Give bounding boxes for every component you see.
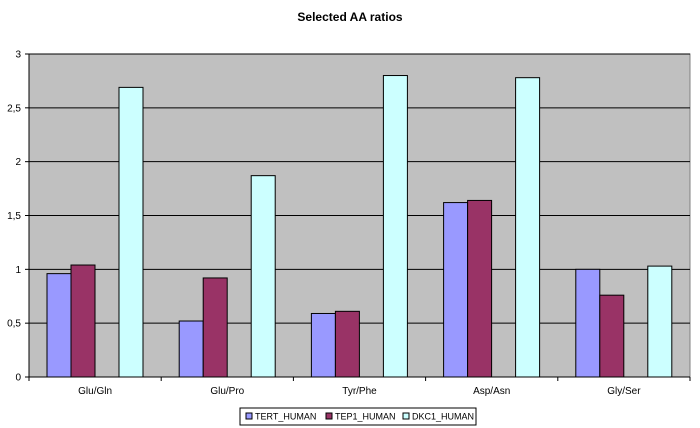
x-tick-label: Glu/Gln (78, 386, 112, 397)
bar-dkc1-human (515, 77, 541, 378)
y-tick-label: 0 (15, 373, 21, 384)
x-axis: Glu/Gln Glu/Pro Tyr/Phe Asp/Asn Gly/Ser (28, 376, 691, 397)
bar-dkc1-human (382, 75, 408, 378)
bar-dkc1-human (647, 265, 673, 378)
x-tick-label: Glu/Pro (210, 386, 244, 397)
y-tick-label: 0,5 (7, 319, 21, 330)
bar-tep1-human (202, 277, 228, 378)
y-tick-label: 2,5 (7, 103, 21, 114)
bar-dkc1-human (118, 86, 144, 378)
y-tick-label: 1,5 (7, 211, 21, 222)
bar-tep1-human (70, 264, 96, 378)
y-tick-label: 2 (15, 157, 21, 168)
y-axis: 0 0,5 1 1,5 2 2,5 3 (7, 50, 30, 384)
bar-dkc1-human (250, 175, 276, 378)
bar-tert-human (443, 202, 469, 378)
legend-label-tert-human: TERT_HUMAN (255, 412, 316, 422)
bar-tert-human (178, 320, 204, 378)
bar-tep1-human (334, 310, 360, 378)
legend-swatch-tep1-human (325, 412, 333, 420)
legend: TERT_HUMAN TEP1_HUMAN DKC1_HUMAN (239, 407, 477, 426)
legend-label-dkc1-human: DKC1_HUMAN (412, 412, 474, 422)
bar-tep1-human (467, 199, 493, 378)
legend-swatch-dkc1-human (402, 412, 410, 420)
x-tick-label: Tyr/Phe (342, 386, 377, 397)
bar-tep1-human (599, 294, 625, 378)
bars-group (46, 75, 673, 378)
legend-swatch-tert-human (245, 412, 253, 420)
bar-tert-human (46, 273, 72, 378)
y-tick-label: 1 (15, 265, 21, 276)
x-tick-label: Gly/Ser (607, 386, 641, 397)
x-tick-label: Asp/Asn (473, 386, 510, 397)
legend-box (239, 407, 477, 426)
legend-label-tep1-human: TEP1_HUMAN (335, 412, 396, 422)
y-tick-label: 3 (15, 50, 21, 61)
bar-tert-human (310, 312, 336, 378)
chart-title: Selected AA ratios (297, 10, 402, 24)
bar-tert-human (575, 268, 601, 378)
